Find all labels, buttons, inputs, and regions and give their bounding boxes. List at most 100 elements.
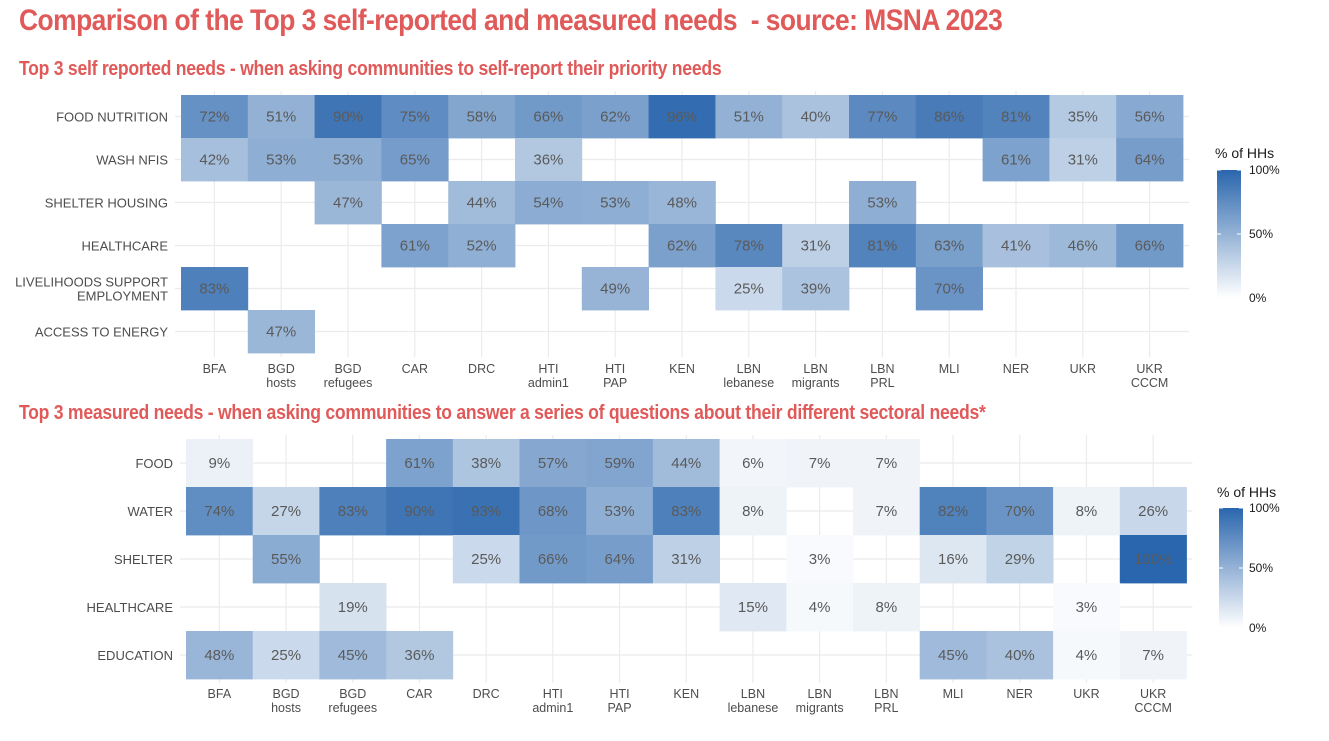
heatmap-cells: 9% 61% 38% 57% 59% 44% 6% 7% 7% 74% 27% 83% 90% 93% 68… (186, 439, 1187, 680)
cell-value-label: 47% (333, 195, 363, 212)
x-axis-label: LBN lebanese (728, 687, 779, 715)
x-axis-label: UKR (1073, 687, 1099, 701)
cell-value-label: 53% (266, 152, 296, 169)
heatmap-cell (648, 95, 716, 139)
cell-value-label: 27% (271, 503, 301, 520)
heatmap-cell (986, 535, 1054, 584)
heatmap-cell (252, 535, 320, 584)
heatmap-cell (448, 95, 516, 139)
cell-value-label: 8% (876, 599, 898, 616)
cell-value-label: 39% (801, 281, 831, 298)
heatmap-cell (452, 535, 520, 584)
cell-value-label: 7% (809, 455, 831, 472)
y-axis-label: FOOD NUTRITION (56, 110, 168, 125)
cell-value-label: 46% (1068, 238, 1098, 255)
y-axis-label: ACCESS TO ENERGY (35, 325, 168, 340)
x-axis-label: LBN PRL (874, 687, 898, 715)
x-axis-label: LBN lebanese (723, 362, 774, 390)
cell-value-label: 64% (1135, 152, 1165, 169)
cell-value-label: 68% (538, 503, 568, 520)
heatmap-cell (515, 138, 583, 182)
cell-value-label: 40% (801, 109, 831, 126)
heatmap-cell (452, 487, 520, 536)
heatmap-cell (849, 224, 917, 268)
cell-value-label: 90% (404, 503, 434, 520)
legend-title: % of HHs (1217, 484, 1276, 500)
cell-value-label: 83% (671, 503, 701, 520)
heatmap-cell (915, 95, 983, 139)
heatmap-cell (1119, 631, 1187, 680)
heatmap-cell (782, 224, 850, 268)
cell-value-label: 48% (667, 195, 697, 212)
main-title: Comparison of the Top 3 self-reported an… (19, 4, 1003, 37)
cell-value-label: 83% (338, 503, 368, 520)
x-axis-label: MLI (939, 362, 960, 376)
x-axis-label: NER (1003, 362, 1029, 376)
heatmap-cell (586, 535, 654, 584)
cell-value-label: 25% (471, 551, 501, 568)
x-axis-label: KEN (669, 362, 695, 376)
heatmap-cell (186, 631, 254, 680)
y-axis-label: WASH NFIS (96, 153, 168, 168)
cell-value-label: 70% (1005, 503, 1035, 520)
y-axis-label: HEALTHCARE (87, 600, 174, 615)
legend-tick-label: 50% (1249, 561, 1273, 575)
heatmap-cell (247, 95, 315, 139)
heatmap-cell (581, 181, 649, 225)
heatmap-cell (648, 181, 716, 225)
heatmap-cell (319, 487, 387, 536)
x-axis-label: HTI PAP (603, 362, 627, 390)
heatmap-cell (386, 487, 454, 536)
legend-tick-label: 50% (1249, 227, 1273, 241)
cell-value-label: 63% (934, 238, 964, 255)
heatmap-cell (186, 439, 254, 488)
heatmap-cell (519, 439, 587, 488)
heatmap-cell (853, 439, 921, 488)
x-axis-label: BFA (203, 362, 227, 376)
cell-value-label: 83% (199, 281, 229, 298)
x-axis-label: UKR (1070, 362, 1096, 376)
heatmap-cell (581, 267, 649, 311)
heatmap-cell (515, 181, 583, 225)
heatmap-cell (247, 138, 315, 182)
cell-value-label: 52% (467, 238, 497, 255)
x-axis-labels: BFA BGD hosts BGD refugees CAR DRC HTI admin1 HTI… (208, 687, 1172, 715)
heatmap-cell (915, 267, 983, 311)
cell-value-label: 41% (1001, 238, 1031, 255)
cell-value-label: 62% (667, 238, 697, 255)
heatmap-cell (652, 487, 720, 536)
x-axis-label: UKR CCCM (1134, 687, 1172, 715)
heatmap-cell (986, 487, 1054, 536)
heatmap-cell (181, 267, 249, 311)
heatmap-cell (1116, 138, 1184, 182)
heatmap-cell (1053, 487, 1121, 536)
cell-value-label: 25% (734, 281, 764, 298)
heatmap-cell (853, 583, 921, 632)
cell-value-label: 7% (1142, 647, 1164, 664)
heatmap-cell (715, 95, 783, 139)
cell-value-label: 62% (600, 109, 630, 126)
heatmap-cell (519, 487, 587, 536)
heatmap-cell (386, 631, 454, 680)
x-axis-label: BGD hosts (266, 362, 296, 390)
heatmap-cell (715, 267, 783, 311)
heatmap-cell (652, 439, 720, 488)
cell-value-label: 53% (867, 195, 897, 212)
x-axis-label: HTI PAP (608, 687, 632, 715)
heatmap-cell (719, 583, 787, 632)
heatmap-cell (314, 138, 382, 182)
heatmap-cell (381, 138, 449, 182)
x-axis-label: MLI (943, 687, 964, 701)
cell-value-label: 61% (404, 455, 434, 472)
cell-value-label: 53% (600, 195, 630, 212)
x-axis-labels: BFA BGD hosts BGD refugees CAR DRC HTI admin1 HTI… (203, 362, 1169, 390)
heatmap-cell (715, 224, 783, 268)
heatmap-cell (982, 224, 1050, 268)
cell-value-label: 49% (600, 281, 630, 298)
x-axis-label: BGD refugees (328, 687, 377, 715)
legend-tick-label: 100% (1249, 163, 1280, 177)
cell-value-label: 59% (605, 455, 635, 472)
heatmap-cell (782, 267, 850, 311)
x-axis-label: BGD refugees (324, 362, 373, 390)
